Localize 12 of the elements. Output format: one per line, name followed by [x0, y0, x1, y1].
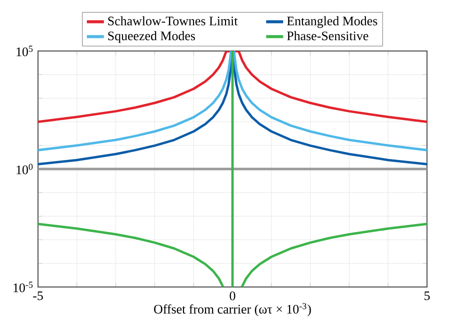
- legend-label: Phase-Sensitive: [287, 31, 368, 40]
- y-tick-label: 10$^{5}$: [16, 46, 33, 56]
- x-tick-label: 5: [424, 292, 430, 300]
- y-tick-label: 10$^{-5}$: [14, 282, 33, 292]
- legend-label: Squeezed Modes: [108, 31, 196, 43]
- x-tick-label: -5: [33, 292, 43, 300]
- x-axis-title: Offset from carrier (ωτ × 10$^{-3}$): [154, 303, 311, 316]
- x-tick-label: 0: [230, 292, 236, 300]
- line-series: [38, 51, 428, 123]
- legend-label: Entangled Modes: [287, 16, 378, 28]
- y-tick-label: 10$^{0}$: [16, 164, 33, 174]
- legend-label: Schawlow-Townes Limit: [108, 16, 238, 26]
